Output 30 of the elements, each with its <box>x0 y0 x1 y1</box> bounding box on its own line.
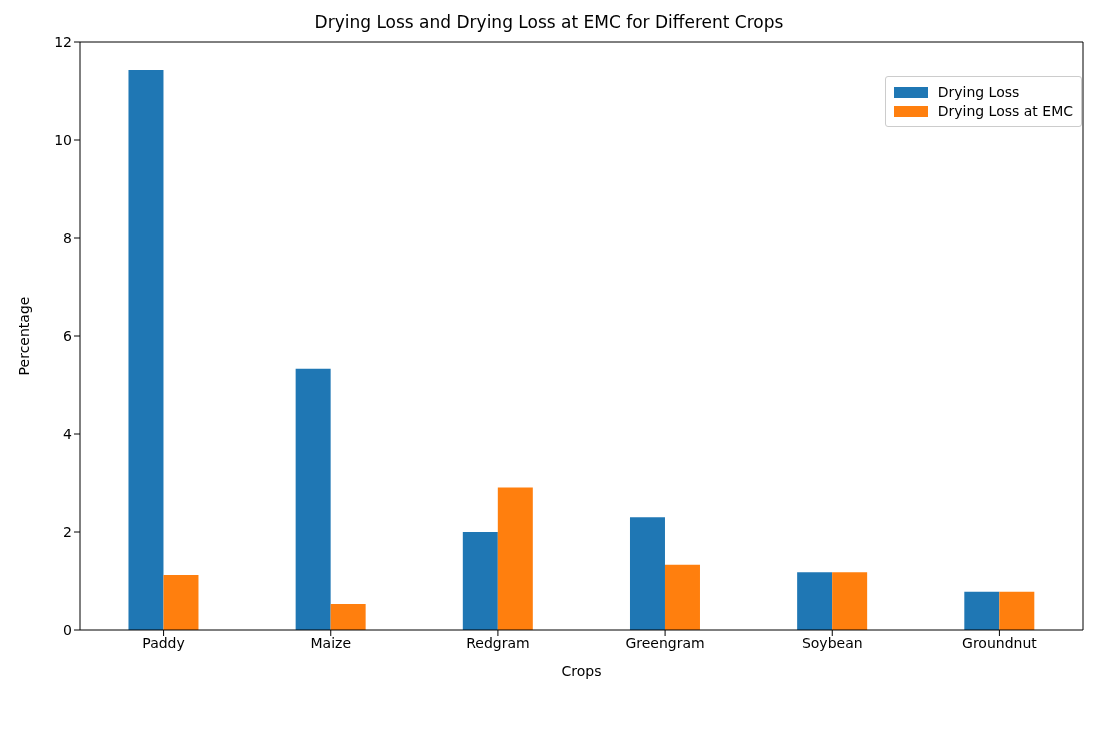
y-tick-label: 4 <box>63 425 73 442</box>
bar <box>497 487 533 630</box>
legend-label: Drying Loss <box>937 84 1020 100</box>
bar <box>797 572 833 630</box>
y-tick-label: 12 <box>54 33 72 50</box>
legend-label: Drying Loss at EMC <box>937 103 1073 119</box>
bar <box>664 564 700 630</box>
bar <box>295 368 331 630</box>
bar <box>832 572 868 630</box>
x-axis-title: Crops <box>561 663 602 679</box>
y-tick-label: 6 <box>63 327 73 344</box>
x-tick-label: Soybean <box>801 634 863 651</box>
y-axis-title: Percentage <box>15 296 32 376</box>
bar <box>462 532 498 630</box>
x-tick-label: Groundnut <box>962 634 1038 651</box>
chart-title: Drying Loss and Drying Loss at EMC for Different Crops <box>314 12 784 32</box>
x-tick-label: Redgram <box>466 634 530 651</box>
bar <box>128 69 164 630</box>
y-tick-label: 2 <box>63 523 72 540</box>
bar <box>629 517 665 630</box>
x-tick-label: Maize <box>310 634 352 651</box>
bar <box>999 591 1035 630</box>
bar <box>163 575 199 630</box>
y-tick-label: 0 <box>63 621 72 638</box>
bar <box>330 604 366 630</box>
x-tick-label: Greengram <box>625 634 705 651</box>
x-tick-label: Paddy <box>142 634 185 651</box>
y-tick-label: 8 <box>63 229 72 246</box>
bar <box>964 591 1000 630</box>
y-tick-label: 10 <box>54 131 72 148</box>
